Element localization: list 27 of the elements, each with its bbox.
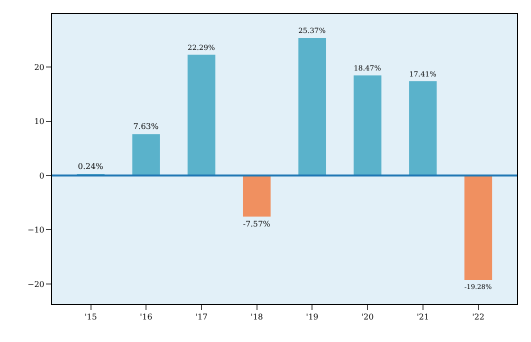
y-tick-label: −20 <box>28 280 44 289</box>
x-tick-label: '15 <box>84 312 97 322</box>
x-tick-label: '21 <box>416 312 430 322</box>
bar <box>464 176 492 280</box>
bar <box>298 38 326 176</box>
bar <box>132 134 160 176</box>
bar <box>409 81 437 176</box>
x-tick-label: '20 <box>361 312 374 322</box>
bar <box>354 75 382 176</box>
y-tick-label: −10 <box>28 226 44 235</box>
data-label: 0.24% <box>78 162 104 171</box>
x-tick-label: '18 <box>250 312 264 322</box>
data-label: 18.47% <box>354 64 382 73</box>
data-label: 22.29% <box>188 42 216 52</box>
x-tick-label: '16 <box>140 312 152 322</box>
x-tick-label: '17 <box>195 312 208 322</box>
bar <box>242 176 271 217</box>
x-tick-label: '19 <box>306 312 318 322</box>
data-label: 25.37% <box>298 26 326 36</box>
data-label: -7.57% <box>243 219 270 228</box>
data-label: 17.41% <box>409 69 437 78</box>
y-tick-label: 20 <box>34 62 44 72</box>
y-tick-label: 10 <box>34 117 44 126</box>
x-tick-label: '22 <box>472 312 484 322</box>
bar <box>188 54 216 176</box>
y-tick-label: 0 <box>39 171 44 180</box>
data-label: 7.63% <box>133 122 160 132</box>
